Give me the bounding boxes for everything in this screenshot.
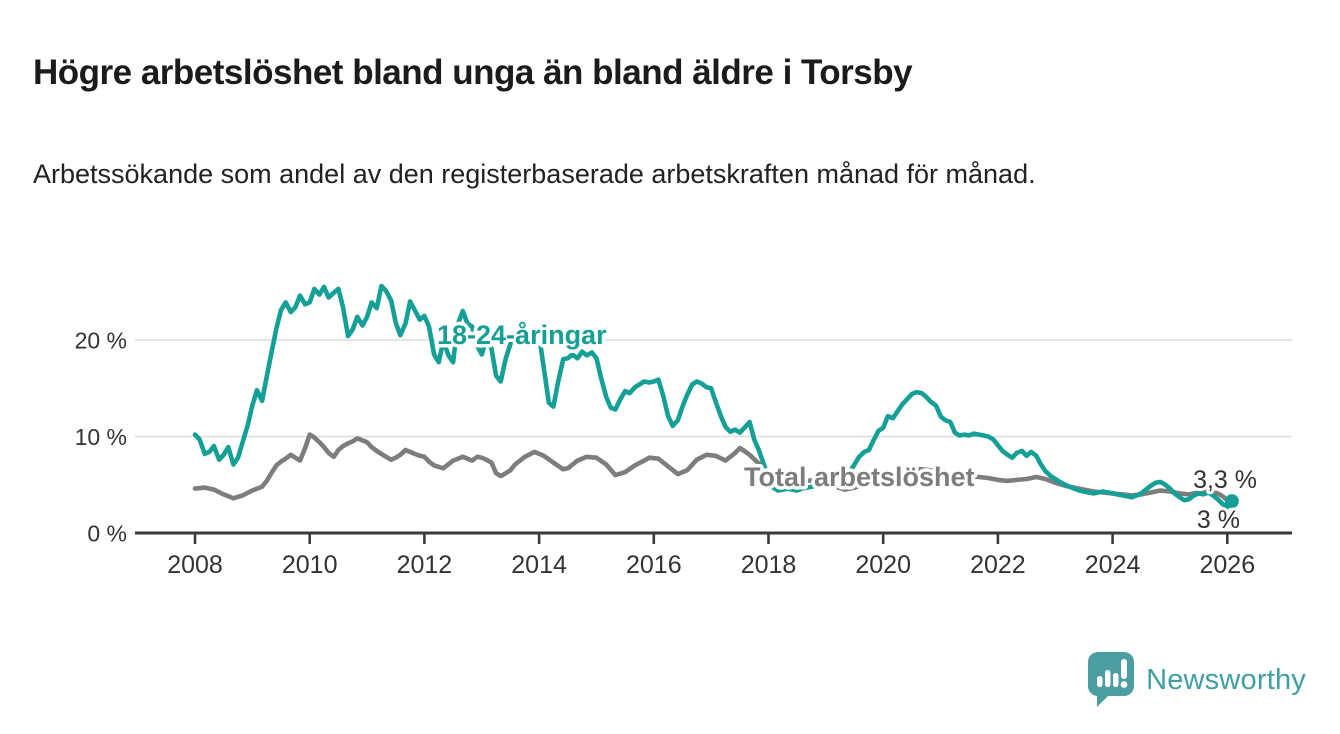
series-line-total bbox=[192, 432, 1235, 507]
series-inline-label: Total arbetslöshet bbox=[744, 462, 975, 492]
newsworthy-brand: Newsworthy bbox=[1088, 651, 1306, 708]
x-axis-tick-label: 2026 bbox=[1199, 551, 1255, 579]
x-axis-tick-label: 2016 bbox=[626, 551, 682, 579]
x-axis-tick-label: 2024 bbox=[1085, 551, 1141, 579]
chart-subtitle: Arbetssökande som andel av den registerb… bbox=[33, 159, 1036, 189]
x-axis-tick-label: 2008 bbox=[167, 551, 223, 579]
latest-value-dot bbox=[1224, 494, 1239, 509]
x-axis-tick-label: 2022 bbox=[970, 551, 1026, 579]
y-axis-tick-label: 10 % bbox=[75, 424, 127, 450]
x-axis-tick-label: 2010 bbox=[282, 551, 338, 579]
series-end-value-label: 3,3 % bbox=[1193, 466, 1257, 494]
newsworthy-logo-icon bbox=[1088, 651, 1135, 707]
x-axis-tick-label: 2014 bbox=[511, 551, 567, 579]
y-axis-tick-label: 20 % bbox=[75, 328, 127, 354]
y-axis-tick-label: 0 % bbox=[87, 521, 127, 547]
series-end-value-label: 3 % bbox=[1197, 506, 1240, 534]
series-line-youth bbox=[192, 283, 1235, 510]
x-axis-tick-label: 2018 bbox=[741, 551, 797, 579]
series-inline-label: 18-24-åringar bbox=[437, 320, 607, 350]
newsworthy-wordmark: Newsworthy bbox=[1146, 663, 1306, 696]
x-axis-tick-label: 2012 bbox=[397, 551, 453, 579]
x-axis-tick-label: 2020 bbox=[855, 551, 911, 579]
page-title: Högre arbetslöshet bland unga än bland ä… bbox=[33, 53, 913, 93]
